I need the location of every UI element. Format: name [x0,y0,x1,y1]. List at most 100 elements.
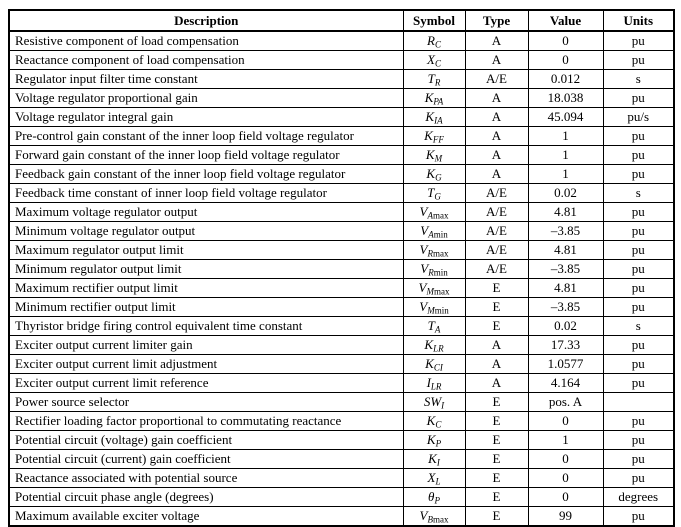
cell-type: A [464,88,529,108]
symbol-subscript-italic: M [434,153,443,164]
value-text: 0.02 [554,318,577,333]
cell-description: Regulator input filter time constant [8,69,404,89]
table-row: Forward gain constant of the inner loop … [8,145,675,165]
cell-description: Minimum regulator output limit [8,259,404,279]
cell-description: Reactance component of load compensation [8,50,404,70]
cell-type: A [464,164,529,184]
cell-type: A [464,126,529,146]
symbol-subscript-italic: A [434,324,441,335]
symbol-base: T [427,318,435,333]
cell-value: 0 [527,411,604,431]
cell-units: pu [602,278,675,298]
cell-type: E [464,278,529,298]
cell-description: Reactance associated with potential sour… [8,468,404,488]
units-text: pu [631,166,645,181]
description-text: Exciter output current limit reference [15,375,209,390]
col-header-symbol: Symbol [402,9,466,32]
cell-units: pu [602,221,675,241]
value-text: 0 [562,52,569,67]
table-row: Feedback gain constant of the inner loop… [8,164,675,184]
description-text: Potential circuit (current) gain coeffic… [15,451,231,466]
cell-units: degrees [602,487,675,507]
cell-value: 0.02 [527,183,604,203]
units-text: pu [631,52,645,67]
type-text: E [492,299,501,314]
units-text: pu [631,261,645,276]
cell-units: pu [602,145,675,165]
symbol-base: V [419,204,428,219]
cell-symbol: VRmin [402,259,466,279]
cell-description: Minimum rectifier output limit [8,297,404,317]
cell-units: pu [602,50,675,70]
cell-symbol: VMmin [402,297,466,317]
cell-type: E [464,487,529,507]
cell-units: pu/s [602,107,675,127]
cell-units: pu [602,126,675,146]
symbol-base: T [427,71,435,86]
table-row: Minimum rectifier output limit VMmin E –… [8,297,675,317]
symbol-subscript-roman: min [433,267,448,278]
units-text: pu [631,508,645,523]
symbol-base: K [424,128,433,143]
units-text: s [635,185,641,200]
symbol-base: V [419,508,428,523]
value-text: 1 [562,432,569,447]
units-text: pu [631,375,645,390]
cell-symbol: KFF [402,126,466,146]
symbol-base: K [424,90,434,105]
cell-type: A [464,335,529,355]
cell-description: Exciter output current limiter gain [8,335,404,355]
cell-units: pu [602,354,675,374]
units-text: pu [631,33,645,48]
type-text: E [492,413,501,428]
cell-units: s [602,69,675,89]
cell-description: Thyristor bridge firing control equivale… [8,316,404,336]
symbol-subscript-italic: LR [430,381,442,392]
value-text: 0.012 [550,71,581,86]
value-text: 0 [562,489,569,504]
type-text: A [491,90,502,105]
cell-description: Rectifier loading factor proportional to… [8,411,404,431]
description-text: Maximum rectifier output limit [15,280,178,295]
cell-units: pu [602,411,675,431]
symbol-subscript-italic: A [427,210,433,221]
symbol-base: R [427,33,435,48]
cell-description: Power source selector [8,392,404,412]
cell-type: A/E [464,183,529,203]
units-text: s [635,318,641,333]
value-text: 4.81 [554,204,577,219]
description-text: Power source selector [15,394,130,409]
cell-units: s [602,316,675,336]
symbol-base: SW [423,394,442,409]
cell-description: Forward gain constant of the inner loop … [8,145,404,165]
symbol-base: V [419,242,428,257]
table-row: Maximum voltage regulator output VAmax A… [8,202,675,222]
cell-symbol: VRmax [402,240,466,260]
cell-units: pu [602,468,675,488]
cell-value: 0 [527,30,604,51]
value-text: 1 [562,166,569,181]
cell-units: pu [602,88,675,108]
description-text: Minimum regulator output limit [15,261,182,276]
table-row: Minimum voltage regulator output VAmin A… [8,221,675,241]
cell-description: Minimum voltage regulator output [8,221,404,241]
cell-symbol: KIA [402,107,466,127]
cell-units: pu [602,30,675,51]
cell-type: A/E [464,259,529,279]
units-text: pu [631,299,645,314]
symbol-base: V [419,299,428,314]
table-row: Potential circuit phase angle (degrees) … [8,487,675,507]
cell-description: Maximum voltage regulator output [8,202,404,222]
symbol-subscript-italic: G [435,172,442,183]
cell-description: Pre-control gain constant of the inner l… [8,126,404,146]
units-text: s [635,71,641,86]
cell-description: Feedback gain constant of the inner loop… [8,164,404,184]
cell-units: pu [602,259,675,279]
cell-value: 1 [527,126,604,146]
cell-value: 1 [527,164,604,184]
units-text: pu [631,242,645,257]
cell-value: –3.85 [527,221,604,241]
description-text: Maximum voltage regulator output [15,204,198,219]
table-row: Maximum available exciter voltage VBmax … [8,506,675,527]
table-row: Exciter output current limiter gain KLR … [8,335,675,355]
